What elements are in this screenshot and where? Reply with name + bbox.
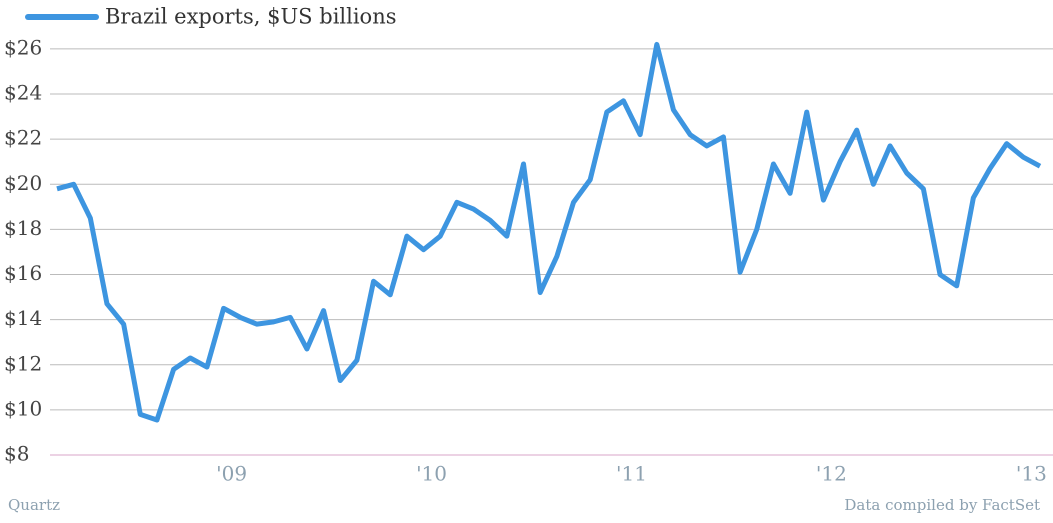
y-tick-label: $10 <box>4 396 42 420</box>
y-tick-label: $20 <box>4 171 42 195</box>
y-tick-label: $8 <box>4 442 29 466</box>
source-left: Quartz <box>8 496 60 514</box>
y-tick-label: $22 <box>4 126 42 150</box>
x-tick-label: '13 <box>1016 462 1047 486</box>
x-tick-label: '10 <box>416 462 447 486</box>
y-tick-label: $14 <box>4 306 42 330</box>
data-line <box>56 41 1042 423</box>
x-tick-label: '09 <box>216 462 247 486</box>
legend-label: Brazil exports, $US billions <box>105 5 397 29</box>
y-tick-label: $18 <box>4 216 42 240</box>
x-tick-label: '11 <box>616 462 647 486</box>
y-tick-label: $12 <box>4 351 42 375</box>
y-tick-label: $16 <box>4 261 42 285</box>
y-tick-label: $26 <box>4 35 42 59</box>
x-tick-label: '12 <box>816 462 847 486</box>
y-tick-label: $24 <box>4 81 42 105</box>
source-right: Data compiled by FactSet <box>844 496 1040 514</box>
